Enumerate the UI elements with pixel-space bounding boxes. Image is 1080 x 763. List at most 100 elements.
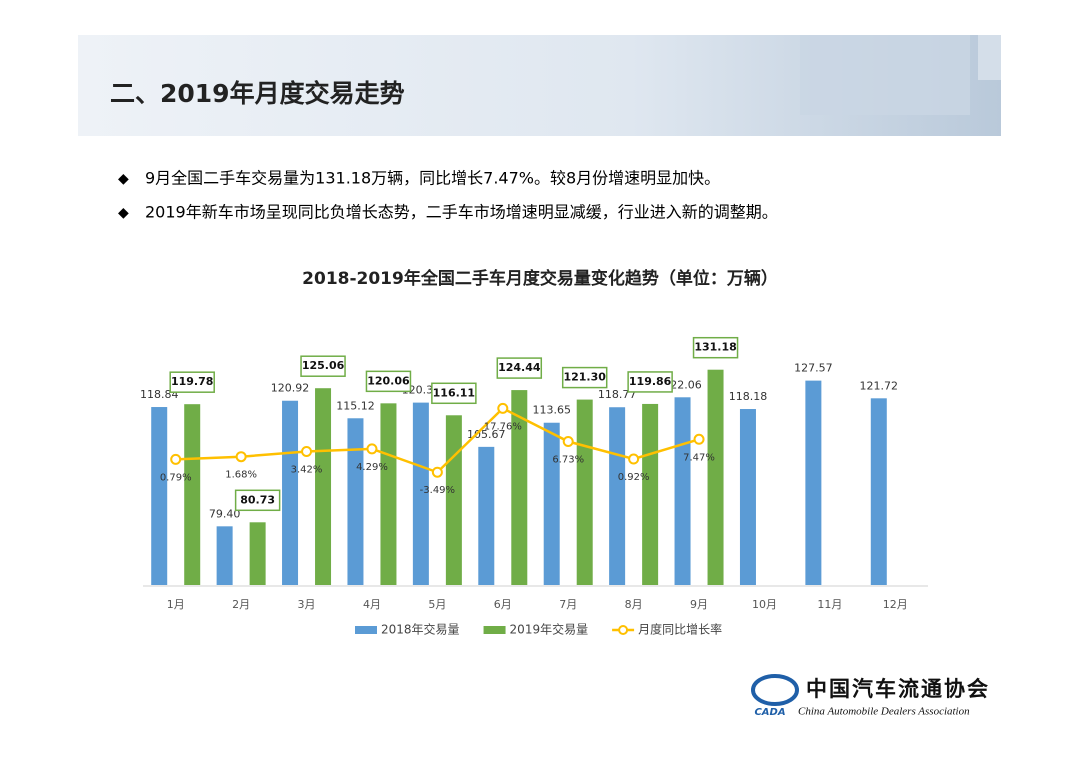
data-label-box [431, 382, 477, 405]
data-label: 80.73 [240, 493, 275, 506]
bar [412, 402, 429, 585]
bar [511, 390, 528, 585]
data-label: 118.18 [729, 390, 768, 403]
legend-swatch [618, 625, 629, 635]
data-label: 121.30 [563, 371, 606, 384]
data-label: 122.06 [663, 378, 702, 391]
data-label: 121.72 [860, 379, 899, 392]
bar [870, 398, 887, 585]
logo-abbr: CADA [754, 707, 785, 718]
data-label: 131.18 [694, 341, 736, 354]
data-label: 119.86 [629, 375, 672, 388]
data-label-box [169, 371, 215, 393]
data-label: 1.68% [225, 470, 257, 481]
x-tick-label: 5月 [428, 598, 446, 611]
line-point [301, 445, 313, 457]
data-label: 4.29% [356, 462, 388, 473]
data-label: 127.57 [794, 362, 833, 375]
x-tick-label: 7月 [559, 598, 577, 611]
data-label: 115.12 [336, 399, 375, 412]
bar [184, 404, 201, 585]
data-label: 3.42% [291, 464, 323, 475]
legend-label: 月度同比增长率 [638, 622, 722, 637]
x-tick-label: 9月 [690, 598, 708, 611]
logo-english: China Automobile Dealers Association [798, 706, 970, 718]
bar [674, 397, 691, 585]
data-label: 120.06 [367, 374, 410, 387]
data-label: 118.84 [140, 388, 179, 401]
bar [315, 388, 332, 585]
legend-label: 2018年交易量 [381, 622, 460, 637]
bar [609, 407, 626, 585]
bar [576, 399, 593, 585]
line-point [235, 451, 247, 463]
legend-swatch [355, 626, 377, 634]
header-cube [978, 35, 1001, 80]
line-point [170, 453, 182, 465]
line-point [431, 466, 443, 478]
legend-swatch [483, 626, 506, 634]
data-label: 6.73% [552, 455, 584, 466]
header-title: 二、2019年月度交易走势 [110, 79, 405, 108]
logo: CADA 中国汽车流通协会 China Automobile Dealers A… [751, 674, 990, 718]
line-point [628, 453, 640, 465]
bar [543, 422, 560, 585]
bar [642, 403, 659, 585]
data-label: 124.44 [498, 361, 541, 374]
x-tick-label: 8月 [625, 598, 643, 611]
data-label: 116.11 [433, 386, 475, 399]
x-tick-label: 11月 [817, 598, 842, 611]
bullet-text: 2019年新车市场呈现同比负增长态势，二手车市场增速明显减缓，行业进入新的调整期… [145, 203, 778, 222]
data-label: 0.79% [160, 472, 192, 483]
bar [216, 526, 233, 585]
data-label-box [496, 357, 543, 379]
bar [805, 380, 822, 585]
bullet-icon: ◆ [118, 205, 129, 221]
logo-icon [751, 674, 799, 706]
x-tick-label: 12月 [883, 598, 908, 611]
bar [707, 369, 724, 585]
x-tick-label: 3月 [298, 598, 316, 611]
bar [151, 407, 168, 585]
data-label: -3.49% [420, 485, 455, 496]
line-point [497, 402, 509, 414]
data-label: 113.65 [532, 404, 571, 417]
data-label: 120.30 [402, 384, 441, 397]
line-point [693, 433, 705, 445]
bar [347, 418, 364, 585]
header-cube [800, 35, 970, 115]
data-label: 119.78 [171, 375, 213, 388]
data-label: 79.40 [209, 507, 241, 520]
bar [249, 522, 266, 585]
data-label-box [234, 489, 281, 512]
data-label-box [627, 371, 673, 393]
x-tick-label: 4月 [363, 598, 381, 611]
data-label: 125.06 [302, 359, 345, 372]
bullet-text: 9月全国二手车交易量为131.18万辆，同比增长7.47%。较8月份增速明显加快… [145, 169, 720, 188]
data-label: 17.76% [484, 421, 522, 432]
x-tick-label: 1月 [167, 598, 185, 611]
x-tick-label: 6月 [494, 598, 512, 611]
logo-name: 中国汽车流通协会 [806, 677, 990, 701]
data-label: 105.67 [467, 428, 506, 441]
bullet-icon: ◆ [118, 171, 129, 187]
line-point [366, 443, 378, 455]
chart-title: 2018-2019年全国二手车月度交易量变化趋势（单位：万辆） [302, 268, 778, 289]
data-label-box [365, 370, 412, 393]
bar [739, 409, 756, 585]
data-label: 7.47% [683, 452, 715, 463]
bar [445, 415, 462, 585]
data-label: 0.92% [618, 472, 650, 483]
x-tick-label: 10月 [752, 598, 777, 611]
data-label-box [561, 366, 608, 389]
line-point [562, 436, 574, 448]
legend-label: 2019年交易量 [510, 622, 589, 637]
x-tick-label: 2月 [232, 598, 250, 611]
bar [478, 446, 495, 585]
bar [282, 400, 299, 585]
data-label-box [300, 355, 346, 377]
data-label-box [692, 336, 739, 359]
data-label: 118.77 [598, 388, 637, 401]
